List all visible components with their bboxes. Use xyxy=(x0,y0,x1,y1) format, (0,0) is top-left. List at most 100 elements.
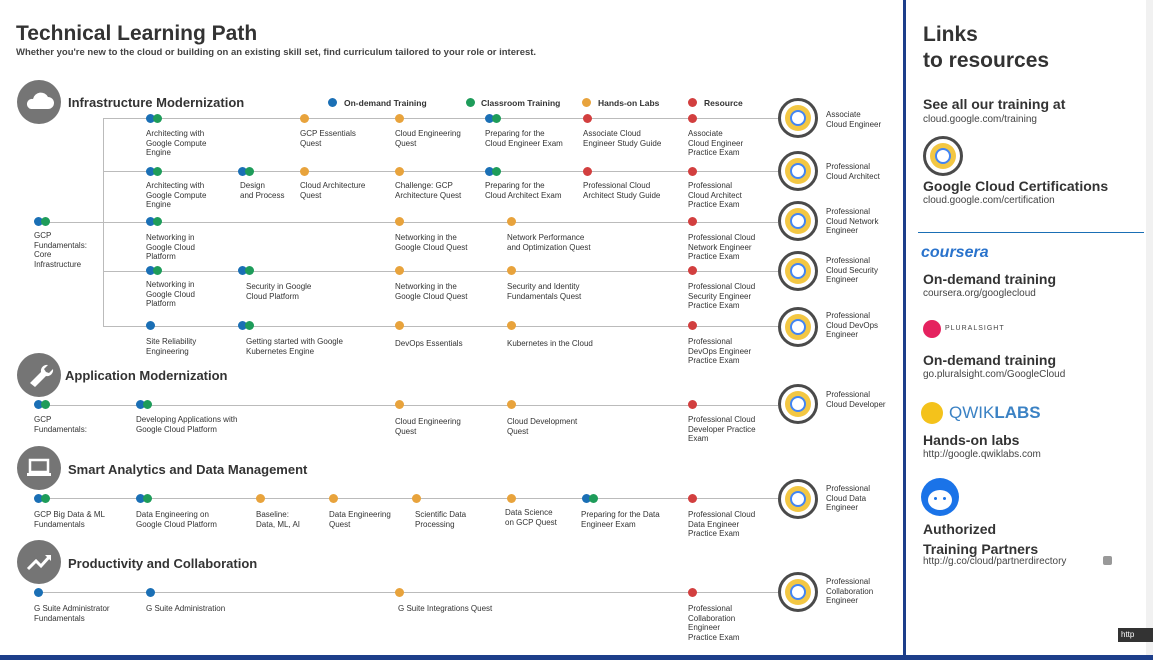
cert-professional-cloud-developer[interactable]: Professional Cloud Developer xyxy=(826,390,886,409)
certification-badge-icon xyxy=(778,384,818,424)
node-dot-blue xyxy=(136,400,145,409)
node-ace-practice-exam[interactable]: Associate Cloud Engineer Practice Exam xyxy=(688,129,744,157)
qwiklabs-link[interactable]: http://google.qwiklabs.com xyxy=(923,449,1041,460)
node-developing-apps-gcp[interactable]: Developing Applications with Google Clou… xyxy=(136,415,238,434)
node-data-engineer-practice-exam[interactable]: Professional Cloud Data Engineer Practic… xyxy=(688,510,756,538)
node-dot-green xyxy=(41,400,50,409)
node-developer-practice-exam[interactable]: Professional Cloud Developer Practice Ex… xyxy=(688,415,756,443)
node-preparing-data-engineer-exam[interactable]: Preparing for the Data Engineer Exam xyxy=(581,510,660,529)
node-pca-study-guide[interactable]: Professional Cloud Architect Study Guide xyxy=(583,181,661,200)
coursera-link[interactable]: coursera.org/googlecloud xyxy=(923,288,1036,299)
node-cloud-engineering-quest[interactable]: Cloud Engineering Quest xyxy=(395,417,461,436)
node-dot-orange xyxy=(395,321,404,330)
node-security-identity-quest[interactable]: Security and Identity Fundamentals Quest xyxy=(507,282,582,301)
node-scientific-data-processing[interactable]: Scientific Data Processing xyxy=(415,510,467,529)
node-security-gcp[interactable]: Security in Google Cloud Platform xyxy=(246,282,312,301)
legend-dot-resource xyxy=(688,98,697,107)
node-site-reliability-engineering[interactable]: Site Reliability Engineering xyxy=(146,337,197,356)
node-dot-green xyxy=(41,217,50,226)
legend-dot-on-demand xyxy=(328,98,337,107)
coursera-title: On-demand training xyxy=(923,271,1056,287)
node-gsuite-administration[interactable]: G Suite Administration xyxy=(146,604,226,613)
certification-link[interactable]: cloud.google.com/certification xyxy=(923,195,1055,206)
node-dot-blue xyxy=(485,167,494,176)
laptop-icon xyxy=(17,446,61,490)
legend-classroom: Classroom Training xyxy=(481,98,561,108)
node-networking-quest[interactable]: Networking in the Google Cloud Quest xyxy=(395,282,468,301)
node-dot-orange xyxy=(507,494,516,503)
node-dot-red xyxy=(688,114,697,123)
connector xyxy=(103,326,778,327)
node-dot-orange xyxy=(329,494,338,503)
pluralsight-link[interactable]: go.pluralsight.com/GoogleCloud xyxy=(923,369,1066,380)
partners-title: Authorized Training Partners xyxy=(923,521,1039,557)
node-gcp-fundamentals-core[interactable]: GCP Fundamentals: Core Infrastructure xyxy=(34,231,87,269)
node-dot-orange xyxy=(395,400,404,409)
pluralsight-logo: PLURALSIGHT xyxy=(945,325,1005,332)
coursera-logo: coursera xyxy=(921,244,989,261)
node-devops-practice-exam[interactable]: Professional DevOps Engineer Practice Ex… xyxy=(688,337,752,365)
certifications-title: Google Cloud Certifications xyxy=(923,178,1109,194)
node-dot-orange xyxy=(395,217,404,226)
legend-dot-labs xyxy=(582,98,591,107)
node-preparing-cloud-engineer-exam[interactable]: Preparing for the Cloud Engineer Exam xyxy=(485,129,563,148)
cert-professional-security-engineer[interactable]: Professional Cloud Security Engineer xyxy=(826,256,879,284)
certification-badge-icon xyxy=(923,136,963,176)
node-devops-essentials[interactable]: DevOps Essentials xyxy=(395,339,463,348)
cert-associate-cloud-engineer[interactable]: Associate Cloud Engineer xyxy=(826,110,882,129)
node-ace-study-guide[interactable]: Associate Cloud Engineer Study Guide xyxy=(583,129,662,148)
partners-link[interactable]: http://g.co/cloud/partnerdirectory xyxy=(923,556,1067,567)
node-data-engineering-gcp[interactable]: Data Engineering on Google Cloud Platfor… xyxy=(136,510,217,529)
node-dot-red xyxy=(583,167,592,176)
node-pcse-practice-exam[interactable]: Professional Cloud Security Engineer Pra… xyxy=(688,282,756,310)
node-architecting-compute-engine[interactable]: Architecting with Google Compute Engine xyxy=(146,129,207,157)
cert-professional-data-engineer[interactable]: Professional Cloud Data Engineer xyxy=(826,484,871,512)
node-design-and-process[interactable]: Design and Process xyxy=(240,181,285,200)
node-pca-practice-exam[interactable]: Professional Cloud Architect Practice Ex… xyxy=(688,181,742,209)
corner-tooltip: http xyxy=(1118,628,1153,642)
node-dot-green xyxy=(41,494,50,503)
node-preparing-cloud-architect-exam[interactable]: Preparing for the Cloud Architect Exam xyxy=(485,181,562,200)
node-cloud-development-quest[interactable]: Cloud Development Quest xyxy=(507,417,578,436)
node-dot-blue xyxy=(146,217,155,226)
node-challenge-gcp-architecture-quest[interactable]: Challenge: GCP Architecture Quest xyxy=(395,181,462,200)
node-dot-orange xyxy=(300,114,309,123)
node-dot-blue xyxy=(34,588,43,597)
node-kubernetes-in-cloud[interactable]: Kubernetes in the Cloud xyxy=(507,339,593,348)
cert-professional-network-engineer[interactable]: Professional Cloud Network Engineer xyxy=(826,207,879,235)
node-cloud-engineering-quest[interactable]: Cloud Engineering Quest xyxy=(395,129,461,148)
training-link[interactable]: cloud.google.com/training xyxy=(923,114,1037,125)
cert-professional-cloud-architect[interactable]: Professional Cloud Architect xyxy=(826,162,880,181)
connector xyxy=(103,118,778,119)
node-gsuite-integrations-quest[interactable]: G Suite Integrations Quest xyxy=(398,604,493,613)
node-baseline-data-ml-ai[interactable]: Baseline: Data, ML, AI xyxy=(256,510,301,529)
node-dot-green xyxy=(245,321,254,330)
node-pcne-practice-exam[interactable]: Professional Cloud Network Engineer Prac… xyxy=(688,233,756,261)
node-dot-blue xyxy=(238,321,247,330)
cert-professional-devops-engineer[interactable]: Professional Cloud DevOps Engineer xyxy=(826,311,879,339)
node-dot-green xyxy=(153,217,162,226)
node-network-performance-quest[interactable]: Network Performance and Optimization Que… xyxy=(507,233,591,252)
node-collaboration-practice-exam[interactable]: Professional Collaboration Engineer Prac… xyxy=(688,604,740,642)
node-gcp-fundamentals[interactable]: GCP Fundamentals: xyxy=(34,415,87,434)
node-gcp-essentials-quest[interactable]: GCP Essentials Quest xyxy=(300,129,356,148)
node-cloud-architecture-quest[interactable]: Cloud Architecture Quest xyxy=(300,181,366,200)
node-gsuite-admin-fundamentals[interactable]: G Suite Administrator Fundamentals xyxy=(34,604,110,623)
node-networking-gcp[interactable]: Networking in Google Cloud Platform xyxy=(146,280,195,308)
node-networking-quest[interactable]: Networking in the Google Cloud Quest xyxy=(395,233,468,252)
node-data-engineering-quest[interactable]: Data Engineering Quest xyxy=(329,510,391,529)
connector xyxy=(103,222,778,223)
page-title: Technical Learning Path xyxy=(16,22,258,45)
node-data-science-quest[interactable]: Data Science on GCP Quest xyxy=(505,508,557,527)
node-dot-orange xyxy=(507,217,516,226)
node-big-data-ml-fundamentals[interactable]: GCP Big Data & ML Fundamentals xyxy=(34,510,105,529)
node-architecting-compute-engine[interactable]: Architecting with Google Compute Engine xyxy=(146,181,207,209)
certification-badge-icon xyxy=(778,479,818,519)
node-dot-blue xyxy=(485,114,494,123)
node-networking-gcp[interactable]: Networking in Google Cloud Platform xyxy=(146,233,195,261)
cert-professional-collaboration-engineer[interactable]: Professional Collaboration Engineer xyxy=(826,577,874,605)
node-getting-started-gke[interactable]: Getting started with Google Kubernetes E… xyxy=(246,337,343,356)
node-dot-orange xyxy=(395,266,404,275)
certification-badge-icon xyxy=(778,151,818,191)
pluralsight-logo-icon xyxy=(923,320,941,338)
